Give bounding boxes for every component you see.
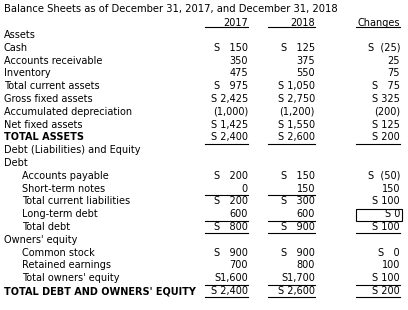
Text: S 2,750: S 2,750 [278, 94, 315, 104]
Text: (1,000): (1,000) [213, 107, 248, 117]
Text: S 2,400: S 2,400 [211, 286, 248, 296]
Text: Assets: Assets [4, 30, 36, 40]
Text: S 1,050: S 1,050 [278, 81, 315, 91]
Text: S1,700: S1,700 [281, 273, 315, 283]
Text: S 1,550: S 1,550 [278, 120, 315, 130]
Text: Short-term notes: Short-term notes [22, 184, 105, 194]
Text: (1,200): (1,200) [279, 107, 315, 117]
Text: 150: 150 [381, 184, 400, 194]
Text: 475: 475 [229, 69, 248, 78]
Text: S   300: S 300 [281, 197, 315, 206]
Text: S   800: S 800 [214, 222, 248, 232]
Text: S   150: S 150 [214, 43, 248, 53]
Text: 2018: 2018 [290, 18, 315, 28]
Text: S   975: S 975 [214, 81, 248, 91]
Text: Total current liabilities: Total current liabilities [22, 197, 130, 206]
Text: S 325: S 325 [372, 94, 400, 104]
Text: 75: 75 [388, 69, 400, 78]
Text: S 2,600: S 2,600 [278, 286, 315, 296]
Text: Retained earnings: Retained earnings [22, 260, 111, 270]
Text: S 100: S 100 [373, 197, 400, 206]
Text: Total owners' equity: Total owners' equity [22, 273, 120, 283]
Text: S   900: S 900 [214, 248, 248, 258]
Text: Common stock: Common stock [22, 248, 95, 258]
Text: S 125: S 125 [372, 120, 400, 130]
Text: S   900: S 900 [281, 222, 315, 232]
Text: S 200: S 200 [372, 132, 400, 142]
Text: 2017: 2017 [223, 18, 248, 28]
Text: Accounts receivable: Accounts receivable [4, 55, 102, 66]
Text: 600: 600 [297, 209, 315, 219]
Text: 800: 800 [297, 260, 315, 270]
Text: (200): (200) [374, 107, 400, 117]
Text: 600: 600 [230, 209, 248, 219]
Text: S   75: S 75 [372, 81, 400, 91]
Text: S   900: S 900 [281, 248, 315, 258]
Text: 150: 150 [297, 184, 315, 194]
Text: S 200: S 200 [372, 286, 400, 296]
Text: S1,600: S1,600 [214, 273, 248, 283]
Text: Accumulated depreciation: Accumulated depreciation [4, 107, 132, 117]
Text: S   200: S 200 [214, 171, 248, 181]
Text: 25: 25 [388, 55, 400, 66]
Text: S   200: S 200 [214, 197, 248, 206]
Text: 375: 375 [296, 55, 315, 66]
Text: TOTAL ASSETS: TOTAL ASSETS [4, 132, 84, 142]
Text: S 0: S 0 [385, 209, 400, 219]
Text: S   0: S 0 [378, 248, 400, 258]
Text: 100: 100 [381, 260, 400, 270]
Text: S 100: S 100 [373, 222, 400, 232]
Text: Inventory: Inventory [4, 69, 51, 78]
Text: Total current assets: Total current assets [4, 81, 100, 91]
Text: 350: 350 [229, 55, 248, 66]
Text: S 2,600: S 2,600 [278, 132, 315, 142]
Text: S  (50): S (50) [368, 171, 400, 181]
Text: S 2,425: S 2,425 [211, 94, 248, 104]
Text: S 2,400: S 2,400 [211, 132, 248, 142]
Text: Net fixed assets: Net fixed assets [4, 120, 82, 130]
Text: Cash: Cash [4, 43, 28, 53]
Text: Gross fixed assets: Gross fixed assets [4, 94, 93, 104]
Text: S   150: S 150 [281, 171, 315, 181]
Text: Long-term debt: Long-term debt [22, 209, 98, 219]
Text: S 1,425: S 1,425 [211, 120, 248, 130]
Bar [356, 209, 402, 220]
Text: S  (25): S (25) [368, 43, 400, 53]
Text: 550: 550 [296, 69, 315, 78]
Text: Total debt: Total debt [22, 222, 70, 232]
Text: S   125: S 125 [281, 43, 315, 53]
Text: S 100: S 100 [373, 273, 400, 283]
Text: Debt (Liabilities) and Equity: Debt (Liabilities) and Equity [4, 145, 140, 155]
Text: Owners' equity: Owners' equity [4, 235, 78, 245]
Text: Changes: Changes [357, 18, 400, 28]
Text: TOTAL DEBT AND OWNERS' EQUITY: TOTAL DEBT AND OWNERS' EQUITY [4, 286, 196, 296]
Text: 700: 700 [229, 260, 248, 270]
Text: Debt: Debt [4, 158, 28, 168]
Text: Accounts payable: Accounts payable [22, 171, 109, 181]
Text: 0: 0 [242, 184, 248, 194]
Text: Balance Sheets as of December 31, 2017, and December 31, 2018: Balance Sheets as of December 31, 2017, … [4, 4, 338, 14]
